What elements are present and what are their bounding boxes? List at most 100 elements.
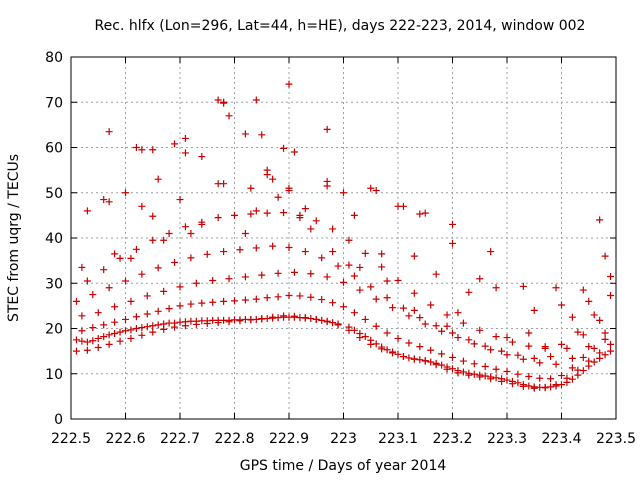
data-point bbox=[160, 325, 168, 333]
data-point bbox=[438, 327, 446, 335]
data-point bbox=[241, 130, 249, 138]
data-point bbox=[192, 320, 200, 328]
x-tick-label: 222.9 bbox=[269, 431, 309, 447]
data-point bbox=[487, 248, 495, 256]
data-point bbox=[378, 345, 386, 353]
data-point bbox=[568, 375, 576, 383]
data-point bbox=[285, 184, 293, 192]
data-point bbox=[290, 148, 298, 156]
data-point bbox=[94, 334, 102, 342]
data-point bbox=[372, 322, 380, 330]
data-point bbox=[585, 357, 593, 365]
data-point bbox=[116, 254, 124, 262]
data-point bbox=[470, 370, 478, 378]
data-point bbox=[481, 372, 489, 380]
data-point bbox=[138, 324, 146, 332]
data-point bbox=[601, 329, 609, 337]
data-point bbox=[449, 220, 456, 228]
data-point bbox=[149, 146, 157, 154]
data-point bbox=[350, 211, 358, 219]
data-point bbox=[552, 360, 560, 368]
data-point bbox=[449, 329, 456, 337]
data-point bbox=[312, 217, 320, 225]
data-point bbox=[122, 277, 129, 285]
data-point bbox=[427, 358, 435, 366]
data-point bbox=[574, 328, 582, 336]
grid-lines bbox=[71, 57, 616, 419]
y-axis-title: STEC from uqrg / TECUs bbox=[6, 154, 22, 322]
data-point bbox=[421, 209, 429, 217]
x-tick-label: 223.2 bbox=[432, 431, 472, 447]
data-point bbox=[105, 331, 113, 339]
data-point bbox=[296, 292, 304, 300]
data-point bbox=[519, 382, 527, 390]
data-point bbox=[574, 366, 582, 374]
data-point bbox=[72, 297, 80, 305]
data-point bbox=[487, 346, 495, 354]
data-point bbox=[389, 349, 397, 357]
data-point bbox=[601, 252, 609, 260]
data-point bbox=[508, 380, 516, 388]
data-point bbox=[274, 293, 282, 301]
data-point bbox=[394, 334, 402, 342]
data-point bbox=[78, 312, 86, 320]
data-point bbox=[187, 229, 195, 237]
data-point bbox=[214, 214, 222, 222]
data-point bbox=[154, 264, 162, 272]
data-point bbox=[192, 279, 200, 287]
data-point bbox=[541, 343, 549, 351]
data-point bbox=[492, 333, 500, 341]
data-point bbox=[116, 337, 124, 345]
x-tick-label: 222.7 bbox=[160, 431, 200, 447]
data-point bbox=[187, 300, 195, 308]
data-point bbox=[138, 270, 146, 278]
data-point bbox=[236, 317, 244, 325]
data-point bbox=[367, 340, 375, 348]
data-point bbox=[465, 371, 473, 379]
data-point bbox=[590, 344, 598, 352]
data-point bbox=[568, 354, 576, 362]
data-point bbox=[269, 242, 277, 250]
data-point bbox=[514, 370, 522, 378]
x-tick-label: 223.4 bbox=[541, 431, 581, 447]
data-point bbox=[198, 220, 206, 228]
data-point bbox=[323, 177, 331, 185]
x-tick-label: 223 bbox=[330, 431, 357, 447]
data-point bbox=[334, 321, 342, 329]
data-point bbox=[138, 146, 146, 154]
data-point bbox=[241, 296, 249, 304]
data-point bbox=[143, 323, 151, 331]
data-point bbox=[579, 286, 587, 294]
data-point bbox=[541, 384, 549, 392]
data-point bbox=[165, 229, 173, 237]
data-point bbox=[394, 277, 402, 285]
data-point bbox=[410, 289, 418, 297]
data-point bbox=[525, 329, 533, 337]
data-point bbox=[160, 236, 168, 244]
data-point bbox=[258, 131, 266, 139]
data-point bbox=[111, 318, 119, 326]
data-point bbox=[307, 270, 315, 278]
data-point bbox=[154, 321, 162, 329]
data-point bbox=[443, 311, 451, 319]
data-point bbox=[596, 349, 604, 357]
data-point bbox=[389, 304, 397, 312]
data-point bbox=[323, 318, 331, 326]
y-tick-labels: 0 10 20 30 40 50 60 70 80 bbox=[45, 50, 63, 428]
data-point bbox=[127, 297, 135, 305]
data-point bbox=[132, 245, 140, 253]
data-point bbox=[601, 351, 609, 359]
data-point bbox=[154, 307, 162, 315]
data-point bbox=[89, 337, 97, 345]
data-point bbox=[154, 175, 162, 183]
data-point bbox=[318, 254, 326, 262]
data-point bbox=[399, 202, 407, 210]
data-point bbox=[492, 365, 500, 373]
data-point bbox=[247, 210, 255, 218]
data-point bbox=[220, 99, 228, 107]
data-point bbox=[307, 293, 315, 301]
data-point bbox=[236, 246, 244, 254]
data-point bbox=[116, 328, 124, 336]
data-point bbox=[72, 347, 80, 355]
